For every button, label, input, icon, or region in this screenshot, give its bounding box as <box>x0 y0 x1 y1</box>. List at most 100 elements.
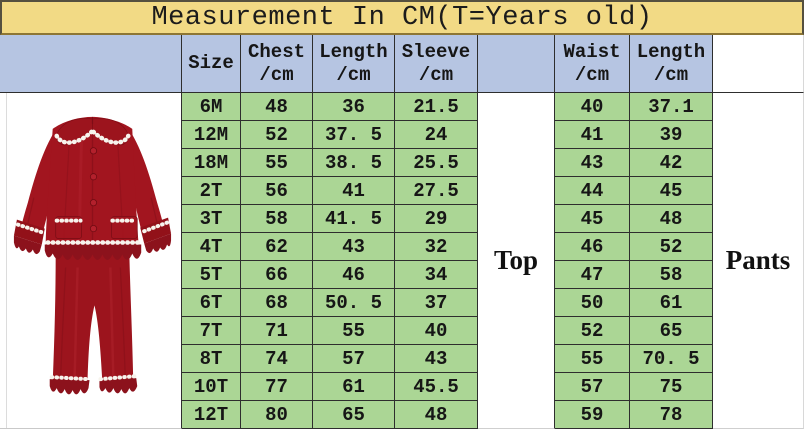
sleeve-cell: 43 <box>395 345 478 373</box>
chest-cell: 48 <box>241 93 313 121</box>
top-label: Top <box>493 245 539 275</box>
size-cell: 6M <box>182 93 241 121</box>
pants-lace-right <box>98 374 138 382</box>
button <box>89 225 98 233</box>
header-waist-label: Waist <box>563 40 621 63</box>
chest-cell: 74 <box>241 345 313 373</box>
header-chest: Chest/cm <box>241 35 313 93</box>
button <box>89 173 98 181</box>
waist-cell: 57 <box>555 373 630 401</box>
size-cell: 5T <box>182 261 241 289</box>
size-cell: 7T <box>182 317 241 345</box>
sleeve-cell: 25.5 <box>395 149 478 177</box>
sleeve-cell: 32 <box>395 233 478 261</box>
header-empty-pants-group <box>713 35 804 93</box>
top-length-cell: 41. 5 <box>313 205 395 233</box>
size-cell: 6T <box>182 289 241 317</box>
chest-cell: 80 <box>241 401 313 429</box>
top-length-cell: 46 <box>313 261 395 289</box>
pajama-pants <box>52 252 134 384</box>
pants-length-cell: 78 <box>630 401 713 429</box>
header-pants-length-label: Length <box>636 40 706 63</box>
size-cell: 4T <box>182 233 241 261</box>
size-cell: 12M <box>182 121 241 149</box>
collar-lace-right <box>91 129 131 145</box>
chest-cell: 55 <box>241 149 313 177</box>
waist-cell: 45 <box>555 205 630 233</box>
sleeve-cell: 45.5 <box>395 373 478 401</box>
product-photo-pajamas <box>0 93 182 429</box>
top-length-cell: 50. 5 <box>313 289 395 317</box>
header-waist-unit: /cm <box>574 63 610 86</box>
top-length-cell: 36 <box>313 93 395 121</box>
pants-length-cell: 48 <box>630 205 713 233</box>
chest-cell: 77 <box>241 373 313 401</box>
header-top-length-unit: /cm <box>336 63 371 86</box>
waist-cell: 47 <box>555 261 630 289</box>
header-pants-length-unit: /cm <box>653 63 689 86</box>
pajama-illustration <box>13 116 172 395</box>
sleeve-cell: 21.5 <box>395 93 478 121</box>
page-title: Measurement In CM(T=Years old) <box>0 0 804 35</box>
top-length-cell: 38. 5 <box>313 149 395 177</box>
sleeve-cell: 37 <box>395 289 478 317</box>
cuff-lace-left <box>15 222 45 235</box>
top-length-cell: 55 <box>313 317 395 345</box>
sleeve-cell: 34 <box>395 261 478 289</box>
header-pants-length: Length/cm <box>630 35 713 93</box>
waist-cell: 55 <box>555 345 630 373</box>
chest-cell: 62 <box>241 233 313 261</box>
pants-length-cell: 39 <box>630 121 713 149</box>
sleeve-cell: 24 <box>395 121 478 149</box>
chest-cell: 71 <box>241 317 313 345</box>
pants-lace-left <box>49 375 91 382</box>
pants-length-cell: 42 <box>630 149 713 177</box>
top-length-cell: 61 <box>313 373 395 401</box>
chest-cell: 56 <box>241 177 313 205</box>
pants-length-cell: 70. 5 <box>630 345 713 373</box>
waist-cell: 44 <box>555 177 630 205</box>
collar-lace-left <box>54 129 94 145</box>
group-label-top: Top <box>478 93 555 429</box>
header-top-length-label: Length <box>319 40 388 63</box>
top-length-cell: 37. 5 <box>313 121 395 149</box>
group-label-pants: Pants <box>713 93 804 429</box>
chest-cell: 52 <box>241 121 313 149</box>
chest-cell: 66 <box>241 261 313 289</box>
sleeve-cell: 27.5 <box>395 177 478 205</box>
waist-cell: 50 <box>555 289 630 317</box>
header-chest-label: Chest <box>247 40 305 63</box>
pants-length-cell: 65 <box>630 317 713 345</box>
waist-cell: 41 <box>555 121 630 149</box>
header-chest-unit: /cm <box>259 63 294 86</box>
pants-length-cell: 61 <box>630 289 713 317</box>
header-sleeve-label: Sleeve <box>401 40 471 63</box>
top-length-cell: 57 <box>313 345 395 373</box>
size-cell: 18M <box>182 149 241 177</box>
top-length-cell: 41 <box>313 177 395 205</box>
cuff-lace-right <box>141 220 170 234</box>
header-size: Size <box>182 35 241 93</box>
top-length-cell: 43 <box>313 233 395 261</box>
pants-length-cell: 52 <box>630 233 713 261</box>
waist-cell: 40 <box>555 93 630 121</box>
size-cell: 10T <box>182 373 241 401</box>
size-cell: 8T <box>182 345 241 373</box>
pants-length-cell: 58 <box>630 261 713 289</box>
header-empty-image-col <box>0 35 182 93</box>
chest-cell: 58 <box>241 205 313 233</box>
header-size-label: Size <box>188 52 234 75</box>
pants-ruffle-left <box>49 379 90 395</box>
pajama-sleeve-left <box>21 126 60 233</box>
header-sleeve-unit: /cm <box>418 63 454 86</box>
size-cell: 3T <box>182 205 241 233</box>
pants-length-cell: 45 <box>630 177 713 205</box>
button <box>89 147 98 155</box>
header-sleeve: Sleeve/cm <box>395 35 478 93</box>
pants-length-cell: 37.1 <box>630 93 713 121</box>
waist-cell: 43 <box>555 149 630 177</box>
pants-ruffle-right <box>99 378 138 394</box>
sleeve-cell: 40 <box>395 317 478 345</box>
waist-cell: 52 <box>555 317 630 345</box>
